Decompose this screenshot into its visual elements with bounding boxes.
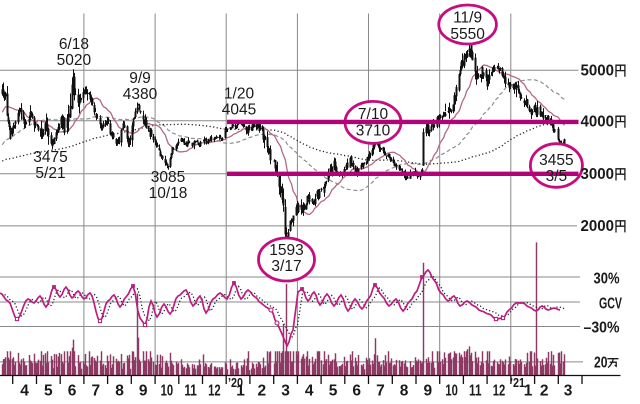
svg-text:8: 8 [400, 383, 409, 400]
svg-text:3: 3 [281, 383, 290, 400]
svg-text:’21: ’21 [510, 375, 525, 390]
svg-text:GCV: GCV [599, 295, 622, 312]
svg-text:5000: 5000 [581, 63, 615, 80]
svg-text:6: 6 [68, 383, 77, 400]
svg-text:10/18: 10/18 [149, 185, 188, 202]
svg-text:30%: 30% [594, 270, 620, 287]
svg-text:7: 7 [91, 383, 100, 400]
svg-text:2: 2 [540, 383, 549, 400]
svg-text:5020: 5020 [57, 52, 92, 69]
svg-text:9: 9 [423, 383, 432, 400]
svg-text:4045: 4045 [222, 102, 256, 119]
svg-text:3: 3 [564, 383, 573, 400]
svg-text:5550: 5550 [450, 26, 485, 43]
svg-text:’20: ’20 [228, 375, 243, 390]
svg-text:3000: 3000 [581, 166, 615, 183]
svg-text:7/10: 7/10 [358, 106, 389, 123]
svg-text:4: 4 [305, 383, 314, 400]
svg-text:6: 6 [352, 383, 361, 400]
svg-text:11/9: 11/9 [453, 10, 482, 27]
svg-text:1/20: 1/20 [224, 85, 255, 102]
svg-text:8: 8 [115, 383, 124, 400]
svg-text:1: 1 [236, 383, 245, 400]
svg-text:5/21: 5/21 [35, 165, 65, 182]
svg-text:9/9: 9/9 [129, 70, 151, 87]
svg-text:3455: 3455 [539, 152, 573, 169]
svg-text:12: 12 [208, 383, 221, 400]
svg-text:1: 1 [524, 383, 533, 400]
svg-text:3085: 3085 [151, 169, 185, 186]
svg-text:10: 10 [445, 383, 458, 400]
svg-text:6/18: 6/18 [59, 36, 89, 53]
svg-text:3/17: 3/17 [271, 258, 301, 275]
svg-text:4000: 4000 [581, 114, 615, 131]
svg-text:11: 11 [469, 383, 482, 400]
svg-text:11: 11 [184, 383, 197, 400]
svg-text:4: 4 [20, 383, 29, 400]
svg-text:9: 9 [139, 383, 148, 400]
svg-text:2000: 2000 [581, 218, 615, 235]
svg-text:10: 10 [161, 383, 174, 400]
svg-text:2: 2 [257, 383, 266, 400]
svg-text:12: 12 [493, 383, 506, 400]
svg-text:3710: 3710 [356, 122, 391, 139]
svg-text:1593: 1593 [269, 242, 303, 259]
svg-text:20: 20 [594, 354, 608, 371]
svg-text:4380: 4380 [123, 86, 158, 103]
svg-text:3/5: 3/5 [546, 168, 568, 185]
svg-text:–30%: –30% [584, 320, 620, 337]
svg-text:5: 5 [44, 383, 53, 400]
svg-text:5: 5 [329, 383, 338, 400]
svg-text:7: 7 [376, 383, 385, 400]
svg-text:3475: 3475 [33, 149, 67, 166]
